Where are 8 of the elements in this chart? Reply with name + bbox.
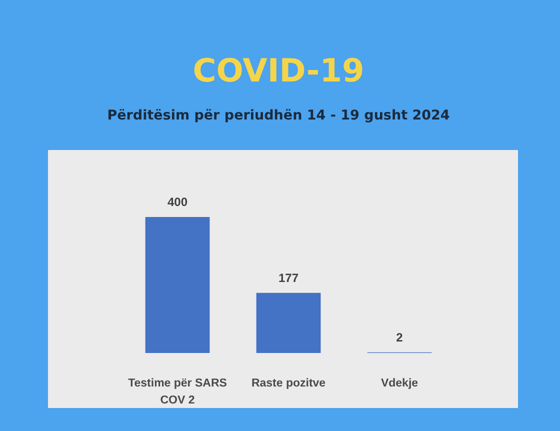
chart-title: COVID-19	[192, 52, 364, 90]
data-label: 400	[167, 195, 188, 209]
data-label: 177	[278, 270, 299, 285]
x-tick-label: Raste pozitve	[251, 378, 326, 390]
x-tick-label: Vdekje	[380, 378, 418, 390]
data-label: 2	[396, 330, 404, 344]
x-tick-label: Testime për SARS COV 2	[128, 378, 228, 406]
chart-subtitle: Përditësim për periudhën 14 - 19 gusht 2024	[107, 108, 450, 124]
